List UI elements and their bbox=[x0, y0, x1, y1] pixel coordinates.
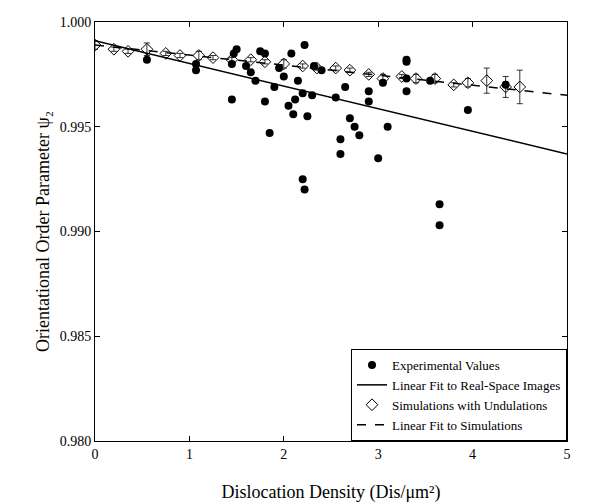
svg-text:Simulations with Undulations: Simulations with Undulations bbox=[392, 398, 547, 413]
svg-text:0.990: 0.990 bbox=[60, 224, 92, 239]
svg-text:4: 4 bbox=[469, 447, 476, 462]
svg-text:Linear Fit to Real-Space Image: Linear Fit to Real-Space Images bbox=[392, 378, 560, 393]
svg-text:0: 0 bbox=[92, 447, 99, 462]
svg-text:3: 3 bbox=[375, 447, 382, 462]
svg-text:Dislocation Density (Dis/μm²): Dislocation Density (Dis/μm²) bbox=[221, 482, 440, 503]
svg-text:Experimental Values: Experimental Values bbox=[392, 358, 500, 373]
svg-text:Orientational Order Parameter: Orientational Order Parameter ψ₂ bbox=[33, 111, 53, 352]
svg-text:2: 2 bbox=[280, 447, 287, 462]
svg-text:0.980: 0.980 bbox=[60, 434, 92, 449]
svg-text:Linear Fit to Simulations: Linear Fit to Simulations bbox=[392, 418, 522, 433]
svg-text:1: 1 bbox=[186, 447, 193, 462]
svg-text:1.000: 1.000 bbox=[60, 15, 92, 30]
svg-text:0.985: 0.985 bbox=[60, 329, 92, 344]
svg-text:0.995: 0.995 bbox=[60, 120, 92, 135]
svg-text:5: 5 bbox=[564, 447, 571, 462]
